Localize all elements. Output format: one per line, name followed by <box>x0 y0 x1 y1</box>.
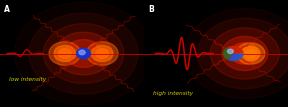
Circle shape <box>96 49 109 58</box>
Circle shape <box>86 42 118 65</box>
Circle shape <box>222 36 268 71</box>
Circle shape <box>230 43 259 64</box>
Circle shape <box>58 49 71 58</box>
Circle shape <box>197 18 288 89</box>
Circle shape <box>49 42 81 65</box>
Circle shape <box>29 13 138 94</box>
Circle shape <box>54 45 75 62</box>
Circle shape <box>245 49 256 58</box>
Text: B: B <box>148 5 154 14</box>
Circle shape <box>55 32 112 75</box>
Circle shape <box>77 48 90 59</box>
Circle shape <box>228 49 233 54</box>
Text: low intensity: low intensity <box>9 77 46 82</box>
Circle shape <box>210 28 279 79</box>
Wedge shape <box>223 47 233 60</box>
Circle shape <box>241 47 260 60</box>
Circle shape <box>65 40 102 67</box>
Text: A: A <box>4 5 10 14</box>
Circle shape <box>91 45 113 62</box>
Wedge shape <box>228 54 244 61</box>
Circle shape <box>43 24 124 83</box>
Wedge shape <box>228 46 244 54</box>
Circle shape <box>236 43 265 64</box>
Text: high intensity: high intensity <box>153 91 193 96</box>
Circle shape <box>79 50 85 55</box>
Circle shape <box>184 9 288 98</box>
